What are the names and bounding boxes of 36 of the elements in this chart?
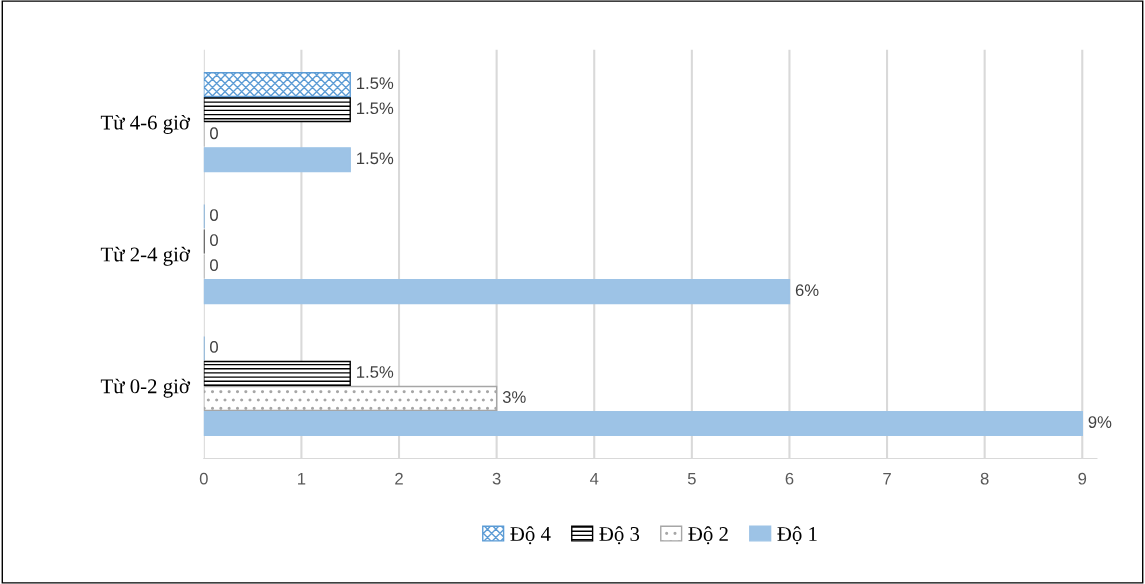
data-label: 0	[210, 209, 218, 221]
data-label: 1.5%	[357, 152, 394, 165]
data-label: 0	[210, 127, 218, 140]
legend-label: Độ 3	[599, 526, 640, 545]
data-label: 1.5%	[357, 366, 394, 378]
x-tick-label: 9	[1078, 472, 1087, 485]
data-label: 9%	[1088, 416, 1112, 428]
bar	[203, 410, 1083, 437]
data-label: 1.5%	[357, 102, 394, 115]
x-tick-label: 5	[687, 472, 696, 485]
bar	[203, 279, 791, 305]
legend-label: Độ 4	[510, 526, 551, 545]
data-label: 0	[210, 259, 218, 272]
x-tick-label: 4	[589, 472, 599, 485]
x-tick-label: 7	[883, 472, 891, 485]
bar	[203, 147, 351, 173]
y-tick-label: Từ 2-4 giờ	[100, 246, 191, 266]
x-tick-label: 8	[980, 472, 989, 485]
legend-label: Độ 1	[777, 526, 817, 545]
bar	[203, 97, 351, 123]
x-tick-label: 2	[395, 472, 403, 485]
x-tick-label: 6	[785, 472, 794, 485]
y-tick-label: Từ 4-6 giờ	[100, 114, 191, 134]
data-label: 6%	[795, 284, 819, 297]
bar	[203, 360, 351, 386]
x-tick-label: 1	[298, 472, 306, 485]
data-label: 1.5%	[357, 77, 394, 90]
x-tick-label: 3	[492, 472, 501, 485]
data-label: 0	[210, 234, 218, 246]
data-label: 0	[210, 341, 218, 353]
x-tick-label: 0	[199, 472, 208, 485]
y-tick-label: Từ 0-2 giờ	[100, 378, 191, 398]
bar	[203, 71, 351, 98]
legend-label: Độ 2	[688, 526, 728, 545]
bar	[203, 385, 498, 412]
data-label: 3%	[502, 391, 526, 403]
